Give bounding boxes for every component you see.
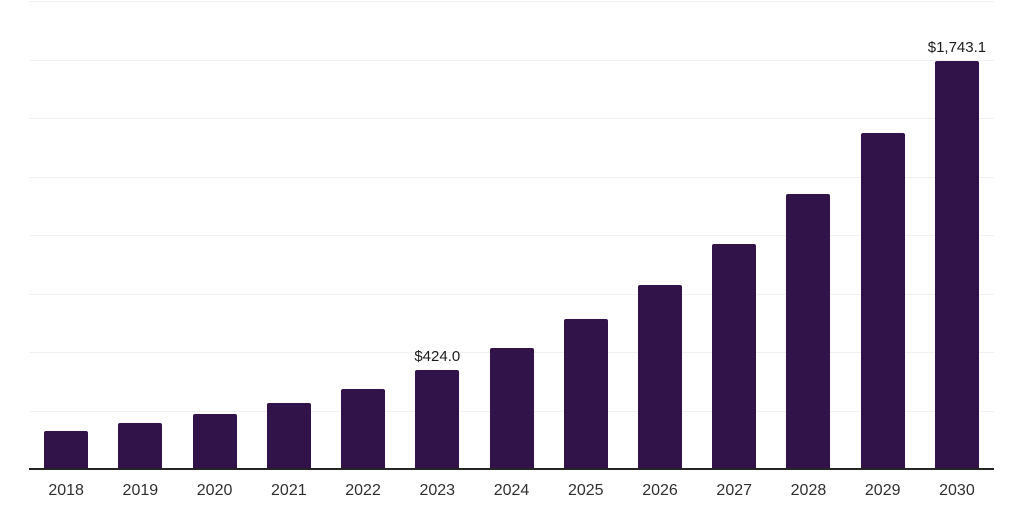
bar-slot: $1,743.1 bbox=[920, 1, 994, 469]
gridline bbox=[29, 294, 994, 295]
x-tick-label: 2023 bbox=[419, 482, 456, 499]
x-tick-label: 2030 bbox=[939, 482, 975, 499]
x-tick-label: 2029 bbox=[864, 482, 901, 499]
bar-2029 bbox=[860, 132, 905, 469]
x-tick-label: 2026 bbox=[642, 482, 678, 499]
bar-slot bbox=[549, 1, 623, 469]
bar-2027 bbox=[712, 243, 757, 469]
bar-slot bbox=[474, 1, 548, 469]
bar-2028 bbox=[786, 193, 831, 469]
gridline bbox=[29, 118, 994, 119]
bar-2020 bbox=[192, 414, 237, 469]
bar-2025 bbox=[563, 319, 608, 469]
x-tick-label: 2022 bbox=[345, 482, 381, 499]
x-tick-label: 2024 bbox=[493, 482, 530, 499]
x-axis-line bbox=[29, 468, 994, 470]
gridline bbox=[29, 177, 994, 178]
bars-row: $424.0 $1,743.1 bbox=[29, 1, 994, 469]
bar-slot bbox=[29, 1, 103, 469]
bar-slot bbox=[326, 1, 400, 469]
bar-slot bbox=[103, 1, 177, 469]
bar-slot: $424.0 bbox=[400, 1, 474, 469]
bar-2030 bbox=[934, 61, 979, 469]
gridline bbox=[29, 60, 994, 61]
gridline bbox=[29, 1, 994, 2]
x-tick-label: 2020 bbox=[196, 482, 233, 499]
plot-area: $424.0 $1,743.1 bbox=[29, 1, 994, 470]
gridline bbox=[29, 235, 994, 236]
bar-2018 bbox=[44, 430, 89, 469]
bar-slot bbox=[623, 1, 697, 469]
bar-2022 bbox=[341, 389, 386, 469]
x-tick-label: 2021 bbox=[271, 482, 307, 499]
bar-2026 bbox=[637, 284, 682, 469]
x-tick-label: 2018 bbox=[48, 482, 84, 499]
x-tick-label: 2028 bbox=[790, 482, 827, 499]
bar-value-label: $1,743.1 bbox=[927, 39, 987, 57]
bar-slot bbox=[252, 1, 326, 469]
bar-2024 bbox=[489, 348, 534, 469]
bar-2019 bbox=[118, 423, 163, 469]
bar-slot bbox=[846, 1, 920, 469]
bar-slot bbox=[771, 1, 845, 469]
bar-2023 bbox=[415, 369, 460, 469]
x-axis-labels: 2018 2019 2020 2021 2022 2023 2024 2025 2026 2027… bbox=[29, 482, 994, 500]
x-tick-label: 2027 bbox=[716, 482, 753, 499]
bar-slot bbox=[177, 1, 251, 469]
bar-2021 bbox=[266, 403, 311, 469]
bar-slot bbox=[697, 1, 771, 469]
x-tick-label: 2025 bbox=[567, 482, 604, 499]
bar-value-label: $424.0 bbox=[414, 347, 461, 365]
x-tick-label: 2019 bbox=[122, 482, 159, 499]
